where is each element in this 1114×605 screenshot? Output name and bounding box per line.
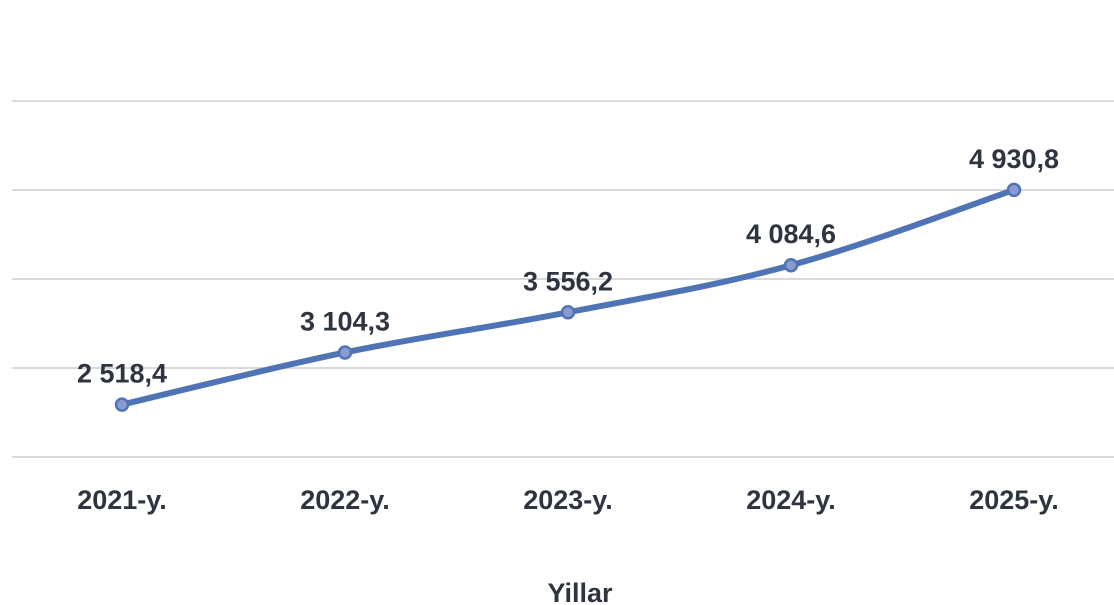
x-axis-ticks: 2021-y. 2022-y. 2023-y. 2024-y. 2025-y. [77, 485, 1059, 515]
x-tick-label-2025-y.: 2025-y. [969, 485, 1059, 515]
data-point-2022-y. [337, 345, 353, 360]
data-label-2021-y.: 2 518,4 [77, 359, 167, 389]
data-label-2023-y.: 3 556,2 [523, 266, 613, 296]
data-point-2025-y. [1006, 182, 1022, 198]
series-line [119, 186, 1017, 408]
data-label-2025-y.: 4 930,8 [969, 144, 1059, 174]
data-labels: 2 518,4 3 104,3 3 556,2 4 084,6 4 930,8 [77, 144, 1059, 389]
data-label-2024-y.: 4 084,6 [746, 219, 836, 249]
x-tick-label-2024-y.: 2024-y. [746, 485, 836, 515]
data-points [114, 182, 1022, 412]
data-point-2023-y. [560, 305, 576, 320]
x-tick-label-2021-y.: 2021-y. [77, 485, 167, 515]
x-tick-label-2022-y.: 2022-y. [300, 485, 390, 515]
data-point-2024-y. [783, 257, 799, 273]
x-tick-label-2023-y.: 2023-y. [523, 485, 613, 515]
gridlines [12, 100, 1114, 458]
x-axis-title: Yillar [547, 578, 613, 605]
data-label-2022-y.: 3 104,3 [300, 306, 390, 336]
data-point-2021-y. [114, 397, 130, 412]
